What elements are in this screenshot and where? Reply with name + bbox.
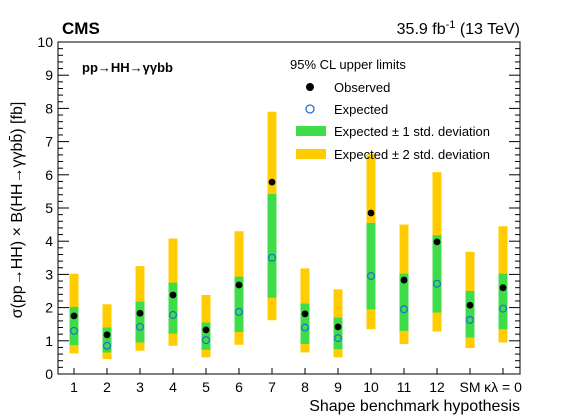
expected-point-2 (102, 341, 111, 350)
observed-point-3 (136, 309, 144, 317)
x-tick-label-12: 12 (429, 379, 445, 395)
expected-point-10 (367, 272, 376, 281)
expected-point-1 (69, 326, 78, 335)
y-tick-label: 0 (45, 366, 53, 382)
legend-observed-marker (306, 83, 314, 91)
band-1sigma-3 (135, 301, 145, 343)
band-1sigma-14 (498, 273, 508, 330)
band-1sigma-1 (69, 306, 79, 346)
observed-point-11 (400, 276, 408, 284)
x-tick-label-7: 7 (268, 379, 276, 395)
legend-1sigma-swatch (296, 126, 326, 136)
observed-point-12 (433, 238, 441, 246)
y-tick-label: 10 (37, 34, 53, 50)
y-axis-title: σ(pp→HH) × B(HH→γγbb̄) [fb] (9, 102, 26, 319)
x-tick-label-5: 5 (202, 379, 210, 395)
expected-point-6 (235, 307, 244, 316)
legend-2sigma-swatch (296, 149, 326, 159)
x-tick-label-4: 4 (169, 379, 177, 395)
observed-point-6 (235, 281, 243, 289)
legend-header: 95% CL upper limits (290, 57, 406, 72)
markers-layer (69, 178, 508, 350)
x-tick-label-3: 3 (136, 379, 144, 395)
observed-point-9 (334, 323, 342, 331)
x-tick-label-10: 10 (363, 379, 379, 395)
expected-point-11 (400, 305, 409, 314)
expected-point-9 (334, 334, 343, 343)
y-tick-label: 9 (45, 67, 53, 83)
observed-point-5 (202, 326, 210, 334)
band-1sigma-11 (399, 273, 409, 331)
x-tick-label-2: 2 (103, 379, 111, 395)
energy-label: (13 TeV) (455, 21, 520, 38)
lumi-exponent: -1 (446, 19, 456, 31)
observed-point-1 (70, 312, 78, 320)
observed-point-14 (499, 284, 507, 292)
band-1sigma-12 (432, 235, 442, 313)
band-1sigma-6 (234, 276, 244, 332)
band-1sigma-2 (102, 327, 112, 353)
observed-point-7 (268, 178, 276, 186)
axes-layer (57, 41, 521, 375)
observed-point-13 (466, 301, 474, 309)
y-tick-label: 1 (45, 333, 53, 349)
x-tick-label-13: SM (460, 379, 481, 395)
x-axis-title: Shape benchmark hypothesis (309, 398, 520, 415)
y-tick-label: 5 (45, 200, 53, 216)
luminosity-label: 35.9 fb-1 (13 TeV) (397, 19, 520, 38)
y-tick-label: 6 (45, 167, 53, 183)
observed-point-2 (103, 331, 111, 339)
band-1sigma-10 (366, 222, 376, 310)
y-tick-label: 3 (45, 266, 53, 282)
expected-point-13 (466, 315, 475, 324)
legend-expected-label: Expected (334, 102, 388, 117)
legend-1sigma-label: Expected ± 1 std. deviation (334, 124, 490, 139)
expected-point-4 (169, 310, 178, 319)
expected-point-14 (499, 304, 508, 313)
band-1sigma-9 (333, 317, 343, 350)
x-tick-label-11: 11 (397, 379, 412, 395)
observed-point-10 (367, 209, 375, 217)
y-tick-label: 7 (45, 134, 53, 150)
x-tick-label-6: 6 (235, 379, 243, 395)
expected-point-5 (202, 336, 211, 345)
expected-point-7 (268, 253, 277, 262)
experiment-label: CMS (62, 19, 100, 38)
x-tick-label-14: κλ = 0 (484, 379, 522, 395)
observed-point-4 (169, 291, 177, 299)
expected-point-8 (301, 323, 310, 332)
observed-point-8 (301, 310, 309, 318)
y-tick-label: 4 (45, 233, 53, 249)
band-1sigma-4 (168, 282, 178, 334)
y-tick-label: 2 (45, 300, 53, 316)
plot-frame (57, 41, 521, 375)
y-tick-label: 8 (45, 100, 53, 116)
x-tick-label-1: 1 (70, 379, 78, 395)
band-1sigma-13 (465, 291, 475, 338)
expected-point-12 (433, 279, 442, 288)
expected-point-3 (136, 322, 145, 331)
legend-2sigma-label: Expected ± 2 std. deviation (334, 147, 490, 162)
lumi-value: 35.9 fb (397, 21, 446, 38)
legend: 95% CL upper limits Observed Expected Ex… (290, 57, 490, 162)
process-label: pp→HH→γγbb (82, 60, 173, 75)
legend-observed-label: Observed (334, 80, 390, 95)
x-tick-label-9: 9 (334, 379, 342, 395)
legend-expected-marker (305, 104, 315, 114)
x-tick-label-8: 8 (301, 379, 309, 395)
band-1sigma-7 (267, 194, 277, 298)
